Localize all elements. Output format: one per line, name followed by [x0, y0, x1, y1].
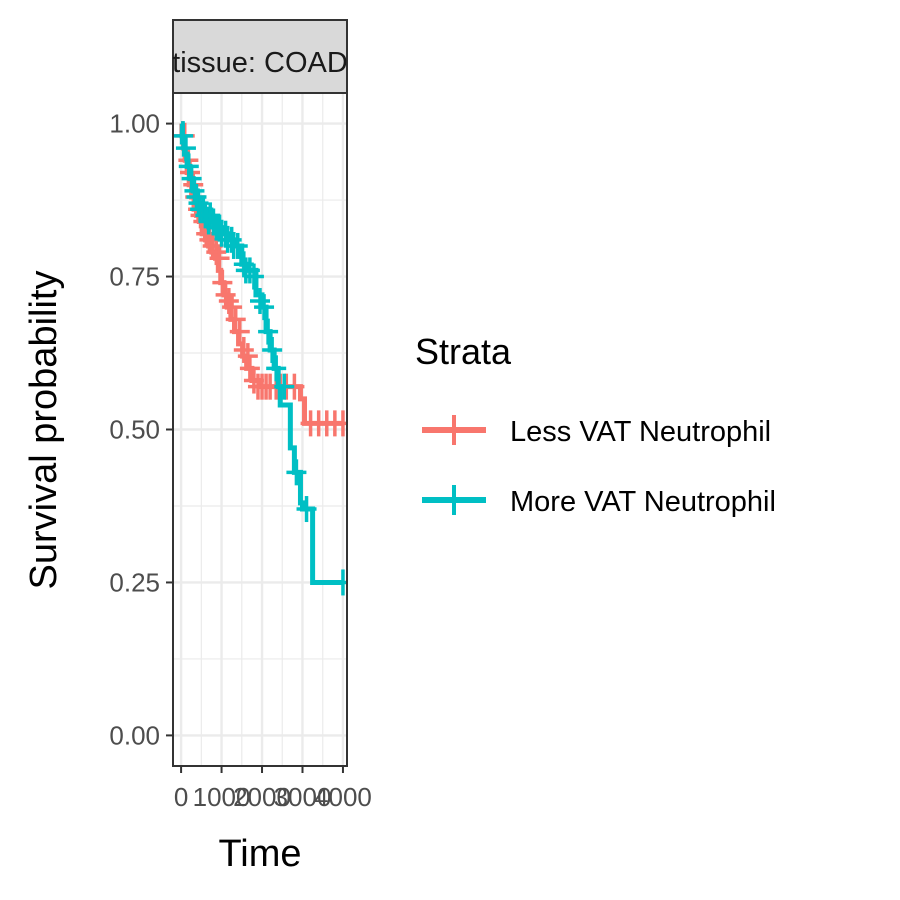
x-tick-label: 3000 [274, 782, 332, 812]
x-tick-label: 1000 [193, 782, 251, 812]
facet-strip: tissue: COAD [172, 19, 348, 94]
y-tick-label: 0.50 [109, 415, 160, 445]
x-tick-label: 0 [174, 782, 188, 812]
legend-item-less: Less VAT Neutrophil [422, 415, 771, 448]
facet-strip-label: tissue: COAD [172, 47, 348, 79]
y-tick-label: 0.25 [109, 567, 160, 597]
y-axis-title: Survival probability [23, 271, 65, 590]
y-axis: 0.00 0.25 0.50 0.75 1.00 [109, 109, 173, 750]
y-tick-label: 0.75 [109, 262, 160, 292]
facet-strip-background [172, 19, 348, 94]
legend: Strata Less VAT Neutrophil More VAT Neut… [415, 331, 776, 518]
legend-label-less: Less VAT Neutrophil [510, 416, 771, 448]
y-tick-label: 0.00 [109, 720, 160, 750]
legend-item-more: More VAT Neutrophil [422, 485, 776, 518]
plot-panel [172, 92, 348, 767]
x-axis-title: Time [218, 833, 301, 875]
series-layer [173, 121, 347, 596]
y-tick-label: 1.00 [109, 109, 160, 139]
legend-title: Strata [415, 331, 512, 372]
legend-label-more: More VAT Neutrophil [510, 486, 776, 518]
grid-lines [173, 93, 347, 766]
x-tick-label: 2000 [233, 782, 291, 812]
series-more-vat-neutrophil [173, 121, 347, 596]
x-tick-label: 4000 [314, 782, 372, 812]
